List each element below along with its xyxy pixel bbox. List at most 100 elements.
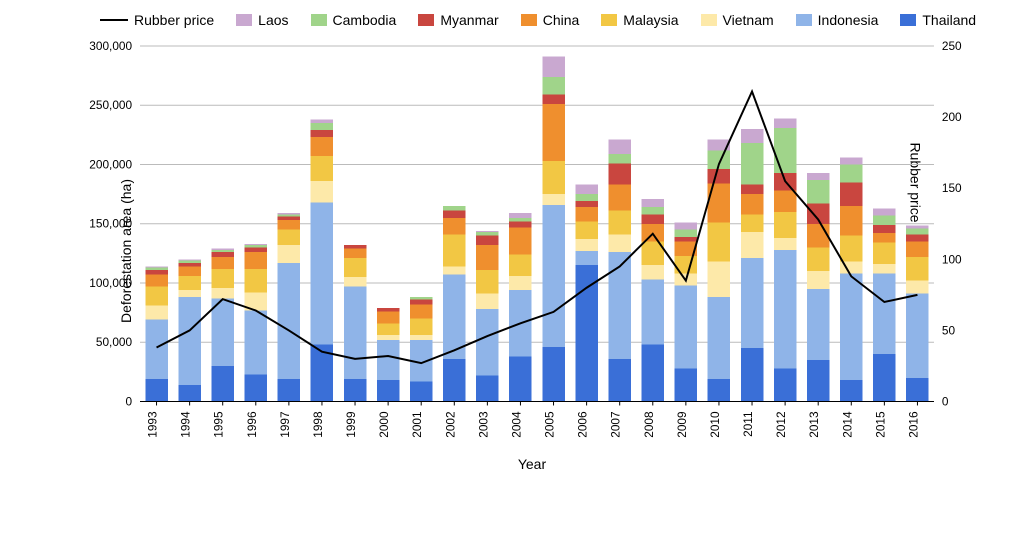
bar-cambodia [410, 297, 432, 299]
stacked-bars [145, 57, 928, 402]
bar-thailand [476, 375, 498, 401]
bar-china [344, 249, 366, 258]
legend-item-indonesia: Indonesia [796, 12, 879, 28]
bar-laos [741, 129, 763, 143]
bar-china [476, 245, 498, 270]
bar-malaysia [245, 269, 267, 293]
bar-indonesia [476, 309, 498, 375]
bar-china [211, 257, 233, 269]
xtick: 2010 [708, 411, 722, 438]
bar-cambodia [873, 215, 895, 224]
bar-thailand [443, 359, 465, 402]
bar-laos [509, 213, 531, 218]
bar-laos [840, 157, 862, 164]
bar-laos [642, 199, 664, 207]
bar-china [840, 206, 862, 236]
ytick-right: 150 [942, 181, 962, 195]
bar-myanmar [608, 163, 630, 184]
bar-cambodia [774, 128, 796, 173]
bar-malaysia [278, 230, 300, 245]
bar-china [377, 311, 399, 323]
bar-vietnam [377, 335, 399, 340]
bar-thailand [575, 265, 597, 401]
bar-cambodia [311, 123, 333, 130]
bar-china [245, 252, 267, 269]
bar-vietnam [476, 294, 498, 309]
bar-myanmar [377, 308, 399, 312]
bar-thailand [145, 379, 167, 402]
bar-laos [278, 213, 300, 214]
bar-myanmar [542, 95, 564, 104]
color-swatch [701, 14, 717, 26]
bar-indonesia [608, 252, 630, 359]
xtick: 2006 [576, 411, 590, 438]
bar-malaysia [509, 255, 531, 276]
bar-indonesia [344, 287, 366, 379]
bar-laos [608, 140, 630, 154]
bar-vietnam [608, 234, 630, 252]
bar-cambodia [443, 206, 465, 211]
bar-indonesia [278, 263, 300, 379]
legend-item-myanmar: Myanmar [418, 12, 498, 28]
bar-myanmar [675, 237, 697, 242]
bar-vietnam [741, 232, 763, 258]
xtick: 1996 [245, 411, 259, 438]
bar-cambodia [807, 180, 829, 204]
bar-malaysia [377, 323, 399, 335]
bar-myanmar [741, 185, 763, 194]
bar-vietnam [708, 262, 730, 298]
bar-myanmar [145, 270, 167, 275]
bar-myanmar [278, 217, 300, 221]
bar-laos [807, 173, 829, 180]
color-swatch [236, 14, 252, 26]
bar-myanmar [906, 234, 928, 241]
bar-china [542, 104, 564, 161]
bar-cambodia [178, 260, 200, 262]
xtick: 2013 [807, 411, 821, 438]
bar-malaysia [476, 270, 498, 294]
bar-china [443, 218, 465, 235]
bar-vietnam [774, 238, 796, 250]
xtick: 2004 [509, 411, 523, 438]
xtick: 1995 [212, 411, 226, 438]
bar-cambodia [642, 207, 664, 214]
bar-myanmar [708, 169, 730, 183]
xtick: 2015 [873, 411, 887, 438]
ytick-right: 50 [942, 323, 956, 337]
bar-vietnam [509, 276, 531, 290]
bar-china [774, 191, 796, 212]
bar-thailand [211, 366, 233, 402]
bar-thailand [642, 345, 664, 402]
bar-myanmar [509, 221, 531, 227]
xtick: 2007 [609, 411, 623, 437]
bar-malaysia [211, 269, 233, 288]
xtick: 2001 [410, 411, 424, 438]
xtick: 2005 [543, 411, 557, 438]
bar-vietnam [178, 290, 200, 297]
color-swatch [900, 14, 916, 26]
bar-china [906, 242, 928, 257]
bar-indonesia [575, 251, 597, 265]
x-axis-label: Year [80, 456, 984, 472]
bar-myanmar [840, 182, 862, 206]
bar-malaysia [344, 258, 366, 277]
bar-indonesia [774, 250, 796, 369]
bar-laos [906, 226, 928, 229]
bar-thailand [741, 348, 763, 401]
bar-laos [211, 249, 233, 250]
ytick-right: 250 [942, 39, 962, 53]
bar-cambodia [509, 218, 531, 222]
xtick: 1993 [146, 411, 160, 438]
bar-thailand [906, 378, 928, 402]
bar-indonesia [311, 202, 333, 344]
legend-item-laos: Laos [236, 12, 288, 28]
xtick: 2011 [741, 411, 755, 437]
bar-china [145, 275, 167, 287]
bar-cambodia [542, 77, 564, 95]
bar-laos [145, 266, 167, 267]
bar-myanmar [344, 245, 366, 249]
xtick: 2012 [774, 411, 788, 437]
color-swatch [311, 14, 327, 26]
bar-cambodia [476, 232, 498, 236]
color-swatch [521, 14, 537, 26]
